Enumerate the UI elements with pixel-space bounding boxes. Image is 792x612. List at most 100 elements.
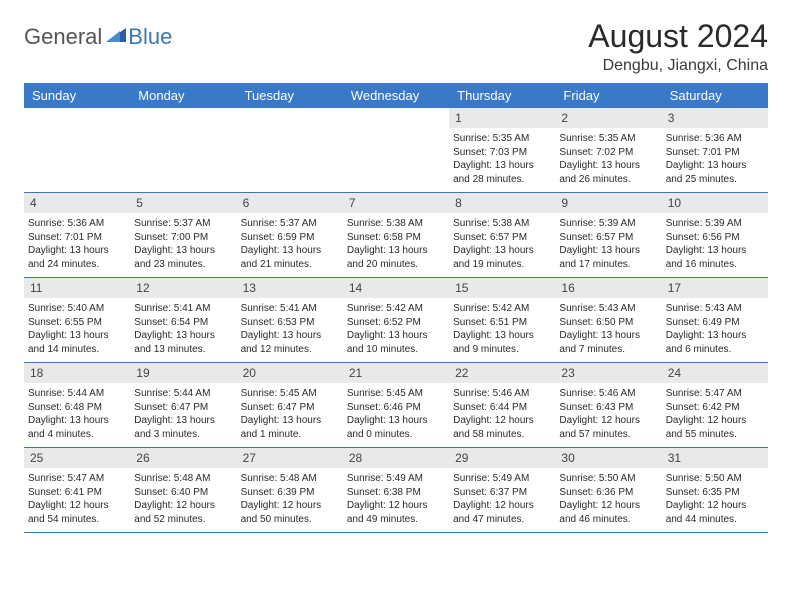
day-details: Sunrise: 5:46 AMSunset: 6:43 PMDaylight:… <box>555 383 661 447</box>
sunrise-text: Sunrise: 5:36 AM <box>28 217 126 231</box>
week-row: 1Sunrise: 5:35 AMSunset: 7:03 PMDaylight… <box>24 108 768 193</box>
day-number: 10 <box>662 193 768 213</box>
week-row: 4Sunrise: 5:36 AMSunset: 7:01 PMDaylight… <box>24 193 768 278</box>
sunset-text: Sunset: 6:39 PM <box>241 486 339 500</box>
day-cell: 14Sunrise: 5:42 AMSunset: 6:52 PMDayligh… <box>343 278 449 362</box>
day-details: Sunrise: 5:46 AMSunset: 6:44 PMDaylight:… <box>449 383 555 447</box>
daylight-text: Daylight: 13 hours and 25 minutes. <box>666 159 764 186</box>
day-number: 6 <box>237 193 343 213</box>
sunrise-text: Sunrise: 5:39 AM <box>559 217 657 231</box>
day-details: Sunrise: 5:39 AMSunset: 6:56 PMDaylight:… <box>662 213 768 277</box>
sunset-text: Sunset: 6:38 PM <box>347 486 445 500</box>
day-details: Sunrise: 5:47 AMSunset: 6:41 PMDaylight:… <box>24 468 130 532</box>
day-number: 30 <box>555 448 661 468</box>
daylight-text: Daylight: 12 hours and 52 minutes. <box>134 499 232 526</box>
daylight-text: Daylight: 13 hours and 6 minutes. <box>666 329 764 356</box>
day-details: Sunrise: 5:38 AMSunset: 6:57 PMDaylight:… <box>449 213 555 277</box>
day-number <box>130 108 236 129</box>
sunrise-text: Sunrise: 5:45 AM <box>347 387 445 401</box>
sunset-text: Sunset: 6:54 PM <box>134 316 232 330</box>
day-details: Sunrise: 5:35 AMSunset: 7:03 PMDaylight:… <box>449 128 555 192</box>
sunrise-text: Sunrise: 5:44 AM <box>28 387 126 401</box>
day-header-saturday: Saturday <box>662 83 768 108</box>
day-details: Sunrise: 5:36 AMSunset: 7:01 PMDaylight:… <box>662 128 768 192</box>
day-cell: 17Sunrise: 5:43 AMSunset: 6:49 PMDayligh… <box>662 278 768 362</box>
header: General Blue August 2024 Dengbu, Jiangxi… <box>24 18 768 75</box>
sunset-text: Sunset: 6:41 PM <box>28 486 126 500</box>
sunrise-text: Sunrise: 5:49 AM <box>453 472 551 486</box>
sunrise-text: Sunrise: 5:38 AM <box>347 217 445 231</box>
calendar-page: General Blue August 2024 Dengbu, Jiangxi… <box>0 0 792 543</box>
day-number: 1 <box>449 108 555 128</box>
day-details: Sunrise: 5:49 AMSunset: 6:38 PMDaylight:… <box>343 468 449 532</box>
sunrise-text: Sunrise: 5:44 AM <box>134 387 232 401</box>
day-cell: 19Sunrise: 5:44 AMSunset: 6:47 PMDayligh… <box>130 363 236 447</box>
day-number: 26 <box>130 448 236 468</box>
sunrise-text: Sunrise: 5:36 AM <box>666 132 764 146</box>
day-number: 2 <box>555 108 661 128</box>
week-row: 25Sunrise: 5:47 AMSunset: 6:41 PMDayligh… <box>24 448 768 533</box>
day-number: 29 <box>449 448 555 468</box>
day-cell: 29Sunrise: 5:49 AMSunset: 6:37 PMDayligh… <box>449 448 555 532</box>
day-cell: 21Sunrise: 5:45 AMSunset: 6:46 PMDayligh… <box>343 363 449 447</box>
day-number: 5 <box>130 193 236 213</box>
day-details: Sunrise: 5:43 AMSunset: 6:50 PMDaylight:… <box>555 298 661 362</box>
day-number <box>237 108 343 129</box>
day-header-sunday: Sunday <box>24 83 130 108</box>
day-details: Sunrise: 5:43 AMSunset: 6:49 PMDaylight:… <box>662 298 768 362</box>
sunset-text: Sunset: 7:02 PM <box>559 146 657 160</box>
sunrise-text: Sunrise: 5:46 AM <box>453 387 551 401</box>
day-header-tuesday: Tuesday <box>237 83 343 108</box>
sunset-text: Sunset: 6:48 PM <box>28 401 126 415</box>
day-cell: 30Sunrise: 5:50 AMSunset: 6:36 PMDayligh… <box>555 448 661 532</box>
daylight-text: Daylight: 13 hours and 3 minutes. <box>134 414 232 441</box>
sunset-text: Sunset: 6:52 PM <box>347 316 445 330</box>
sunrise-text: Sunrise: 5:37 AM <box>241 217 339 231</box>
sunset-text: Sunset: 6:57 PM <box>559 231 657 245</box>
daylight-text: Daylight: 13 hours and 9 minutes. <box>453 329 551 356</box>
day-number: 18 <box>24 363 130 383</box>
day-number: 24 <box>662 363 768 383</box>
sunset-text: Sunset: 7:03 PM <box>453 146 551 160</box>
day-details: Sunrise: 5:45 AMSunset: 6:46 PMDaylight:… <box>343 383 449 447</box>
weeks-container: 1Sunrise: 5:35 AMSunset: 7:03 PMDaylight… <box>24 108 768 533</box>
day-cell: 2Sunrise: 5:35 AMSunset: 7:02 PMDaylight… <box>555 108 661 192</box>
sunrise-text: Sunrise: 5:42 AM <box>453 302 551 316</box>
logo-text-blue: Blue <box>128 24 172 50</box>
sunrise-text: Sunrise: 5:49 AM <box>347 472 445 486</box>
title-block: August 2024 Dengbu, Jiangxi, China <box>588 18 768 75</box>
day-number: 8 <box>449 193 555 213</box>
daylight-text: Daylight: 12 hours and 58 minutes. <box>453 414 551 441</box>
day-details: Sunrise: 5:50 AMSunset: 6:36 PMDaylight:… <box>555 468 661 532</box>
day-cell: 22Sunrise: 5:46 AMSunset: 6:44 PMDayligh… <box>449 363 555 447</box>
day-details: Sunrise: 5:36 AMSunset: 7:01 PMDaylight:… <box>24 213 130 277</box>
day-number: 23 <box>555 363 661 383</box>
daylight-text: Daylight: 13 hours and 0 minutes. <box>347 414 445 441</box>
sunrise-text: Sunrise: 5:43 AM <box>666 302 764 316</box>
sunset-text: Sunset: 6:47 PM <box>241 401 339 415</box>
daylight-text: Daylight: 13 hours and 17 minutes. <box>559 244 657 271</box>
daylight-text: Daylight: 13 hours and 26 minutes. <box>559 159 657 186</box>
sunrise-text: Sunrise: 5:50 AM <box>666 472 764 486</box>
sunset-text: Sunset: 6:59 PM <box>241 231 339 245</box>
day-number: 27 <box>237 448 343 468</box>
day-number <box>343 108 449 129</box>
sunrise-text: Sunrise: 5:47 AM <box>28 472 126 486</box>
day-details: Sunrise: 5:37 AMSunset: 7:00 PMDaylight:… <box>130 213 236 277</box>
day-number: 12 <box>130 278 236 298</box>
day-details: Sunrise: 5:38 AMSunset: 6:58 PMDaylight:… <box>343 213 449 277</box>
sunrise-text: Sunrise: 5:42 AM <box>347 302 445 316</box>
day-details: Sunrise: 5:39 AMSunset: 6:57 PMDaylight:… <box>555 213 661 277</box>
day-details: Sunrise: 5:42 AMSunset: 6:52 PMDaylight:… <box>343 298 449 362</box>
daylight-text: Daylight: 13 hours and 12 minutes. <box>241 329 339 356</box>
day-number: 16 <box>555 278 661 298</box>
day-details: Sunrise: 5:41 AMSunset: 6:53 PMDaylight:… <box>237 298 343 362</box>
day-cell: 1Sunrise: 5:35 AMSunset: 7:03 PMDaylight… <box>449 108 555 192</box>
day-cell: 26Sunrise: 5:48 AMSunset: 6:40 PMDayligh… <box>130 448 236 532</box>
daylight-text: Daylight: 12 hours and 57 minutes. <box>559 414 657 441</box>
day-cell: 24Sunrise: 5:47 AMSunset: 6:42 PMDayligh… <box>662 363 768 447</box>
sunrise-text: Sunrise: 5:46 AM <box>559 387 657 401</box>
day-cell: 10Sunrise: 5:39 AMSunset: 6:56 PMDayligh… <box>662 193 768 277</box>
sunset-text: Sunset: 6:36 PM <box>559 486 657 500</box>
day-number: 20 <box>237 363 343 383</box>
